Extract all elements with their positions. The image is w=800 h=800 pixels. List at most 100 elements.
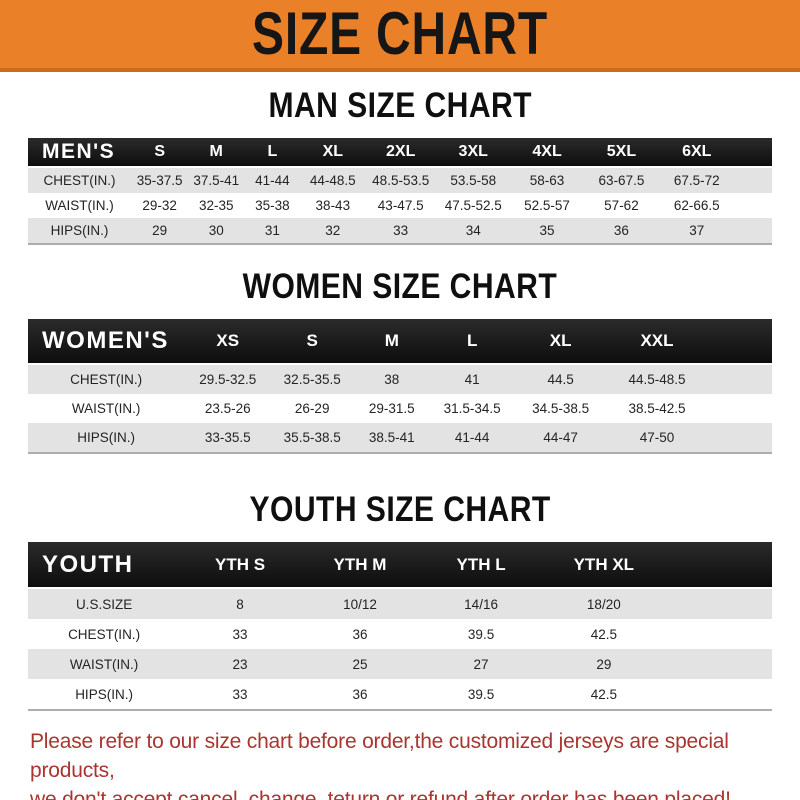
measurement-label: U.S.SIZE bbox=[28, 589, 181, 619]
measurement-value: 39.5 bbox=[420, 619, 543, 649]
spacer-cell bbox=[734, 218, 772, 243]
measurement-value: 23 bbox=[180, 649, 300, 679]
measurement-value: 29 bbox=[542, 649, 666, 679]
measurement-row: CHEST(IN.) 29.5-32.5 32.5-35.5 38 41 44.5 44.5… bbox=[28, 365, 772, 394]
measurement-value: 44.5 bbox=[513, 365, 608, 394]
measurement-row: HIPS(IN.) 29 30 31 32 33 34 35 36 37 bbox=[28, 218, 772, 243]
measurement-value: 29 bbox=[131, 218, 189, 243]
size-column-header: M bbox=[353, 319, 431, 365]
size-column-header: XL bbox=[300, 138, 365, 168]
measurement-value: 57-62 bbox=[584, 193, 659, 218]
measurement-value: 35 bbox=[510, 218, 585, 243]
measurement-value: 47.5-52.5 bbox=[436, 193, 511, 218]
measurement-value: 62-66.5 bbox=[658, 193, 735, 218]
size-column-header: YTH L bbox=[420, 542, 543, 589]
man-section: MAN SIZE CHART MEN'S S M L XL 2XL 3XL 4XL 5XL 6XL… bbox=[0, 86, 800, 245]
measurement-value: 37 bbox=[658, 218, 735, 243]
table-corner-label: YOUTH bbox=[28, 542, 181, 589]
spacer-cell bbox=[665, 542, 772, 589]
measurement-value: 35.5-38.5 bbox=[271, 423, 354, 452]
measurement-value: 27 bbox=[420, 649, 543, 679]
man-section-heading-wrap: MAN SIZE CHART bbox=[0, 86, 800, 126]
size-column-header: S bbox=[271, 319, 354, 365]
size-column-header: L bbox=[244, 138, 301, 168]
measurement-value: 52.5-57 bbox=[510, 193, 585, 218]
measurement-value: 26-29 bbox=[271, 394, 354, 423]
measurement-value: 32-35 bbox=[188, 193, 245, 218]
measurement-value: 58-63 bbox=[510, 168, 585, 193]
size-column-header: 4XL bbox=[510, 138, 585, 168]
measurement-label: WAIST(IN.) bbox=[28, 193, 132, 218]
measurement-value: 44.5-48.5 bbox=[607, 365, 707, 394]
measurement-value: 44-48.5 bbox=[300, 168, 365, 193]
measurement-value: 23.5-26 bbox=[184, 394, 272, 423]
measurement-value: 53.5-58 bbox=[436, 168, 511, 193]
measurement-value: 38 bbox=[353, 365, 431, 394]
size-column-header: XXL bbox=[607, 319, 707, 365]
measurement-label: HIPS(IN.) bbox=[28, 423, 185, 452]
measurement-label: WAIST(IN.) bbox=[28, 649, 181, 679]
size-header-row: WOMEN'S XS S M L XL XXL bbox=[28, 319, 772, 365]
measurement-value: 42.5 bbox=[542, 679, 666, 709]
women-size-table: WOMEN'S XS S M L XL XXL CHEST(IN.) 29.5-32.5 32.5… bbox=[28, 319, 772, 454]
measurement-value: 43-47.5 bbox=[364, 193, 437, 218]
measurement-value: 14/16 bbox=[420, 589, 543, 619]
measurement-row: WAIST(IN.) 23 25 27 29 bbox=[28, 649, 772, 679]
size-column-header: YTH M bbox=[299, 542, 421, 589]
page-title: SIZE CHART bbox=[252, 0, 548, 67]
measurement-value: 35-38 bbox=[244, 193, 301, 218]
measurement-value: 38.5-41 bbox=[353, 423, 431, 452]
size-column-header: M bbox=[188, 138, 245, 168]
youth-section: YOUTH SIZE CHART YOUTH YTH S YTH M YTH L YTH… bbox=[0, 490, 800, 711]
measurement-label: HIPS(IN.) bbox=[28, 679, 181, 709]
spacer-cell bbox=[665, 619, 772, 649]
measurement-value: 67.5-72 bbox=[658, 168, 735, 193]
spacer-cell bbox=[665, 649, 772, 679]
size-column-header: XL bbox=[513, 319, 608, 365]
measurement-value: 47-50 bbox=[607, 423, 707, 452]
measurement-value: 31 bbox=[244, 218, 301, 243]
youth-size-table: YOUTH YTH S YTH M YTH L YTH XL U.S.SIZE 8 10/12… bbox=[28, 542, 772, 711]
size-column-header: 2XL bbox=[364, 138, 437, 168]
measurement-row: CHEST(IN.) 35-37.5 37.5-41 41-44 44-48.5 48.5… bbox=[28, 168, 772, 193]
spacer-cell bbox=[665, 679, 772, 709]
measurement-value: 33 bbox=[180, 679, 300, 709]
measurement-value: 39.5 bbox=[420, 679, 543, 709]
measurement-row: WAIST(IN.) 29-32 32-35 35-38 38-43 43-47.5 47.… bbox=[28, 193, 772, 218]
footer-notice: Please refer to our size chart before or… bbox=[30, 727, 780, 800]
women-section-heading: WOMEN SIZE CHART bbox=[242, 267, 558, 306]
measurement-value: 34 bbox=[436, 218, 511, 243]
size-column-header: L bbox=[430, 319, 514, 365]
size-column-header: YTH S bbox=[180, 542, 300, 589]
measurement-value: 25 bbox=[299, 649, 421, 679]
measurement-value: 36 bbox=[299, 679, 421, 709]
size-header-row: YOUTH YTH S YTH M YTH L YTH XL bbox=[28, 542, 772, 589]
spacer-cell bbox=[706, 365, 772, 394]
size-column-header: 5XL bbox=[584, 138, 659, 168]
measurement-row: HIPS(IN.) 33-35.5 35.5-38.5 38.5-41 41-44 44-… bbox=[28, 423, 772, 452]
notice-line-2: we don't accept cancel, change, teturn o… bbox=[30, 788, 731, 800]
measurement-label: CHEST(IN.) bbox=[28, 365, 185, 394]
notice-line-1: Please refer to our size chart before or… bbox=[30, 730, 729, 782]
spacer-cell bbox=[665, 589, 772, 619]
measurement-value: 41-44 bbox=[244, 168, 301, 193]
measurement-row: WAIST(IN.) 23.5-26 26-29 29-31.5 31.5-34.5 34… bbox=[28, 394, 772, 423]
measurement-value: 32 bbox=[300, 218, 365, 243]
man-section-heading: MAN SIZE CHART bbox=[268, 86, 532, 125]
size-column-header: XS bbox=[184, 319, 272, 365]
measurement-value: 29.5-32.5 bbox=[184, 365, 272, 394]
measurement-value: 29-31.5 bbox=[353, 394, 431, 423]
spacer-cell bbox=[706, 394, 772, 423]
measurement-value: 30 bbox=[188, 218, 245, 243]
measurement-row: U.S.SIZE 8 10/12 14/16 18/20 bbox=[28, 589, 772, 619]
measurement-row: CHEST(IN.) 33 36 39.5 42.5 bbox=[28, 619, 772, 649]
measurement-value: 35-37.5 bbox=[131, 168, 189, 193]
size-column-header: YTH XL bbox=[542, 542, 666, 589]
youth-section-heading: YOUTH SIZE CHART bbox=[249, 490, 551, 529]
men-size-table: MEN'S S M L XL 2XL 3XL 4XL 5XL 6XL CHEST(IN.) 35-37… bbox=[28, 138, 772, 245]
measurement-value: 38-43 bbox=[300, 193, 365, 218]
size-header-row: MEN'S S M L XL 2XL 3XL 4XL 5XL 6XL bbox=[28, 138, 772, 168]
measurement-value: 33-35.5 bbox=[184, 423, 272, 452]
measurement-row: HIPS(IN.) 33 36 39.5 42.5 bbox=[28, 679, 772, 709]
